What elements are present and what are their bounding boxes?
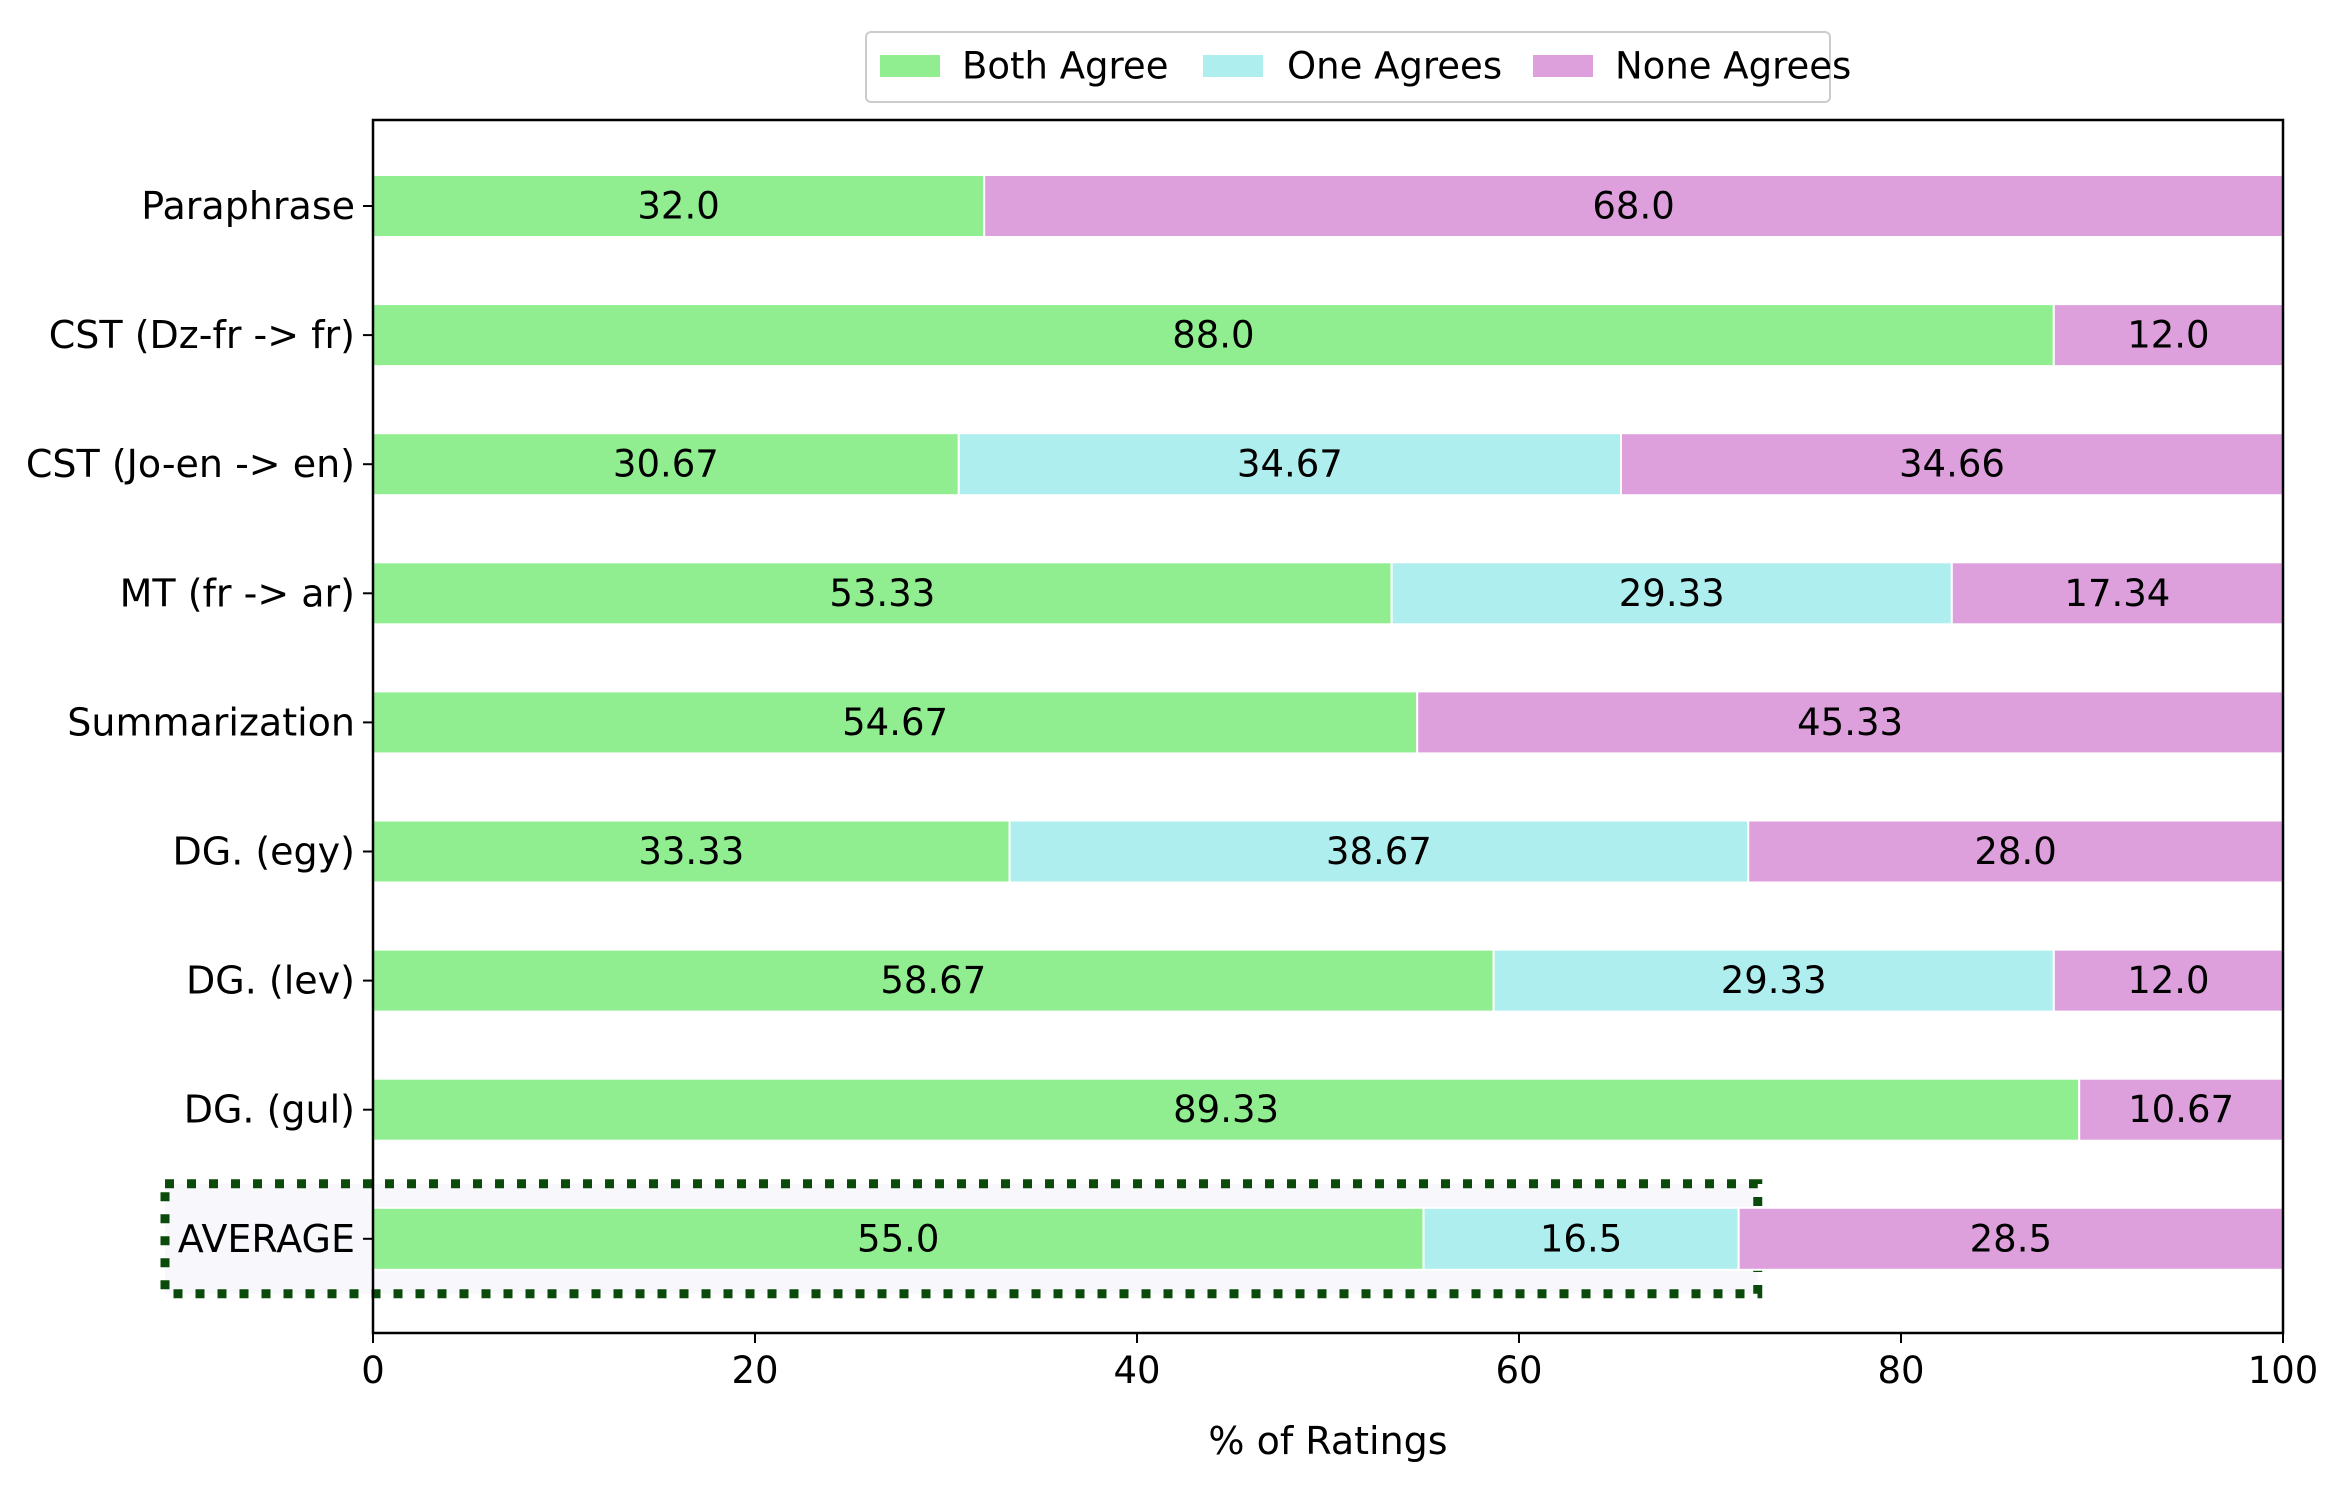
- bar-label-both-agree-summarization: 54.67: [842, 701, 948, 744]
- bar-label-none-agrees-paraphrase: 68.0: [1592, 185, 1674, 228]
- bar-both-agree-average: [372, 1206, 1425, 1271]
- bar-none-agrees-dg-lev: [2052, 948, 2285, 1013]
- segment-labels: 32.0 68.0 88.0 12.0 30.67 34.67 34.66 53.33 29.3…: [613, 185, 2234, 1261]
- bar-label-both-agree-mt-fr-ar: 53.33: [829, 572, 935, 615]
- legend: Both Agree One Agrees None Agrees: [865, 31, 1851, 103]
- bar-label-none-agrees-cst-dz-fr-fr: 12.0: [2127, 314, 2209, 357]
- bar-label-none-agrees-cst-jo-en-en: 34.66: [1899, 443, 2005, 486]
- y-tick-label-dg-gul: DG. (gul): [184, 1088, 355, 1132]
- bar-label-both-agree-cst-dz-fr-fr: 88.0: [1172, 314, 1254, 357]
- y-tick-label-mt-fr-ar: MT (fr -> ar): [120, 571, 355, 615]
- bar-both-agree-dg-egy: [372, 819, 1011, 884]
- bar-none-agrees-mt-fr-ar: [1950, 561, 2285, 626]
- bar-label-none-agrees-dg-egy: 28.0: [1974, 830, 2056, 873]
- bar-both-agree-dg-lev: [372, 948, 1495, 1013]
- plot-frame: [371, 118, 2285, 1335]
- bar-label-both-agree-cst-jo-en-en: 30.67: [613, 443, 719, 486]
- bar-label-both-agree-dg-egy: 33.33: [638, 830, 744, 873]
- x-axis: 0 20 40 60 80 100: [361, 1333, 2318, 1392]
- bar-label-both-agree-average: 55.0: [857, 1217, 939, 1260]
- x-tick-label-60: 60: [1495, 1349, 1542, 1392]
- y-tick-label-summarization: Summarization: [67, 700, 355, 744]
- bar-none-agrees-cst-jo-en-en: [1619, 432, 2284, 497]
- y-tick-label-dg-egy: DG. (egy): [172, 830, 355, 874]
- bar-label-none-agrees-dg-lev: 12.0: [2127, 959, 2209, 1002]
- bar-label-both-agree-dg-gul: 89.33: [1173, 1088, 1279, 1131]
- bar-label-one-agrees-cst-jo-en-en: 34.67: [1237, 443, 1343, 486]
- bar-label-both-agree-dg-lev: 58.67: [880, 959, 986, 1002]
- x-tick-label-20: 20: [731, 1349, 778, 1392]
- legend-label-none-agrees: None Agrees: [1615, 45, 1851, 88]
- bar-both-agree-cst-jo-en-en: [372, 432, 960, 497]
- bar-none-agrees-paraphrase: [983, 174, 2285, 238]
- bar-label-none-agrees-summarization: 45.33: [1797, 701, 1903, 744]
- bar-label-one-agrees-dg-egy: 38.67: [1326, 830, 1432, 873]
- legend-swatch-one-agrees: [1203, 55, 1263, 77]
- bar-one-agrees-cst-jo-en-en: [957, 432, 1622, 497]
- bar-both-agree-dg-gul: [372, 1077, 2081, 1142]
- y-tick-label-dg-lev: DG. (lev): [186, 959, 355, 1003]
- x-tick-label-40: 40: [1113, 1349, 1160, 1392]
- bar-label-none-agrees-average: 28.5: [1970, 1217, 2052, 1260]
- bar-label-none-agrees-dg-gul: 10.67: [2128, 1088, 2234, 1131]
- bar-both-agree-summarization: [372, 690, 1419, 755]
- bar-label-one-agrees-mt-fr-ar: 29.33: [1619, 572, 1725, 615]
- bar-none-agrees-summarization: [1416, 690, 2284, 755]
- y-axis: Paraphrase CST (Dz-fr -> fr) CST (Jo-en ->…: [26, 184, 373, 1261]
- bar-both-agree-mt-fr-ar: [372, 561, 1393, 626]
- x-axis-title: % of Ratings: [1208, 1419, 1447, 1463]
- y-tick-label-cst-jo-en-en: CST (Jo-en -> en): [26, 442, 355, 486]
- bar-none-agrees-average: [1737, 1206, 2284, 1271]
- legend-label-one-agrees: One Agrees: [1287, 45, 1502, 88]
- y-tick-label-cst-dz-fr-fr: CST (Dz-fr -> fr): [49, 313, 355, 357]
- bar-one-agrees-dg-lev: [1492, 948, 2055, 1013]
- y-tick-label-average: AVERAGE: [178, 1217, 355, 1261]
- y-tick-label-paraphrase: Paraphrase: [141, 184, 355, 228]
- x-tick-label-100: 100: [2248, 1349, 2319, 1392]
- bar-label-both-agree-paraphrase: 32.0: [637, 185, 719, 228]
- bar-both-agree-cst-dz-fr-fr: [372, 303, 2055, 368]
- x-tick-label-80: 80: [1877, 1349, 1924, 1392]
- bar-one-agrees-dg-egy: [1008, 819, 1750, 884]
- bar-label-none-agrees-mt-fr-ar: 17.34: [2064, 572, 2170, 615]
- bar-one-agrees-average: [1422, 1206, 1740, 1271]
- x-tick-label-0: 0: [361, 1349, 385, 1392]
- legend-label-both-agree: Both Agree: [962, 45, 1168, 88]
- bar-none-agrees-dg-egy: [1747, 819, 2284, 884]
- bar-label-one-agrees-average: 16.5: [1540, 1217, 1622, 1260]
- bar-none-agrees-dg-gul: [2078, 1077, 2284, 1142]
- legend-swatch-none-agrees: [1533, 55, 1593, 77]
- legend-swatch-both-agree: [880, 55, 940, 77]
- bar-label-one-agrees-dg-lev: 29.33: [1721, 959, 1827, 1002]
- legend-frame: [865, 31, 1831, 103]
- bars: [372, 174, 2285, 1271]
